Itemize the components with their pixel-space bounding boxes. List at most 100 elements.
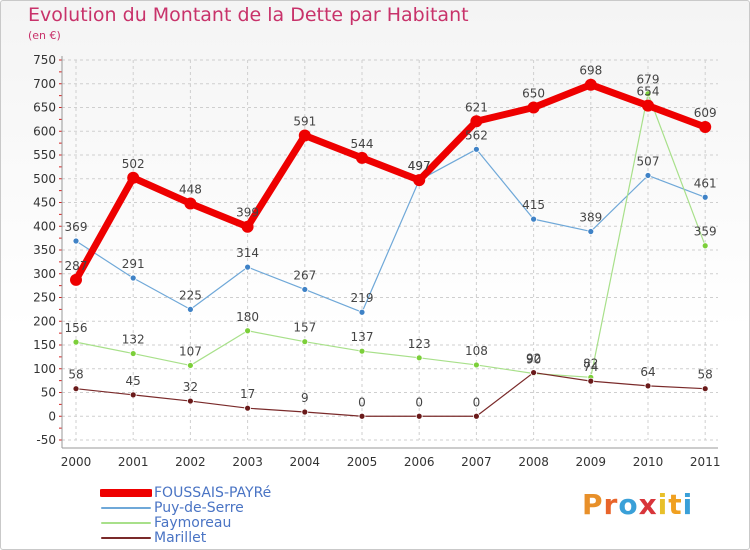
data-point <box>244 327 252 335</box>
data-point <box>527 101 540 114</box>
logo-letter: i <box>682 488 694 521</box>
data-label: 0 <box>358 395 366 409</box>
y-tick-label: 700 <box>33 77 56 91</box>
x-tick-label: 2007 <box>461 455 492 469</box>
data-label: 82 <box>583 356 598 370</box>
data-point <box>472 361 480 369</box>
data-point <box>186 362 194 369</box>
logo-letter: x <box>638 488 658 521</box>
y-tick-label: 300 <box>33 267 56 281</box>
data-point <box>415 412 423 420</box>
data-label: 654 <box>637 85 660 99</box>
unit-label: (en €) <box>28 29 61 42</box>
data-point <box>644 90 652 98</box>
data-label: 562 <box>465 128 488 142</box>
y-tick-label: 200 <box>33 314 56 328</box>
data-label: 132 <box>122 333 145 347</box>
x-tick-label: 2008 <box>518 455 549 469</box>
data-point <box>127 171 140 184</box>
data-label: 225 <box>179 288 202 302</box>
logo-letter: o <box>618 488 639 521</box>
data-label: 291 <box>122 257 145 271</box>
legend-label: Marillet <box>154 530 207 546</box>
x-tick-label: 2011 <box>690 455 721 469</box>
data-label: 389 <box>579 210 602 224</box>
data-label: 448 <box>179 182 202 196</box>
legend-swatch <box>101 537 151 539</box>
data-point <box>72 385 80 393</box>
data-label: 9 <box>301 391 309 405</box>
data-label: 497 <box>408 159 431 173</box>
series-line <box>72 81 709 284</box>
y-tick-label: 550 <box>33 148 56 162</box>
data-point <box>186 305 194 313</box>
data-label: 17 <box>240 387 255 401</box>
x-tick-label: 2005 <box>347 455 378 469</box>
data-point <box>301 286 309 293</box>
data-label: 0 <box>473 395 481 409</box>
data-point <box>415 354 423 362</box>
data-point <box>587 377 595 385</box>
logo-letter: i <box>657 488 669 521</box>
data-label: 64 <box>640 365 655 379</box>
data-label: 650 <box>522 87 545 101</box>
data-label: 107 <box>179 344 202 358</box>
data-label: 369 <box>65 220 88 234</box>
data-point <box>356 151 368 164</box>
logo-letter: P <box>582 488 604 521</box>
y-tick-label: 500 <box>33 172 56 186</box>
x-tick-label: 2003 <box>232 455 263 469</box>
data-label: 92 <box>526 352 541 366</box>
x-tick-label: 2000 <box>61 455 92 469</box>
data-point <box>413 174 426 187</box>
x-tick-label: 2010 <box>633 455 664 469</box>
data-label: 544 <box>351 137 374 151</box>
data-label: 157 <box>293 321 316 335</box>
data-label: 591 <box>293 115 316 129</box>
legend-label: Puy-de-Serre <box>154 500 244 516</box>
data-point <box>699 120 712 133</box>
data-label: 314 <box>236 246 259 260</box>
y-tick-label: 150 <box>33 338 56 352</box>
x-tick-label: 2004 <box>290 455 321 469</box>
data-label: 0 <box>415 395 423 409</box>
data-point <box>358 347 366 355</box>
x-tick-label: 2001 <box>118 455 149 469</box>
data-point <box>129 350 137 357</box>
data-label: 137 <box>351 330 374 344</box>
data-point <box>244 263 252 271</box>
data-label: 74 <box>583 360 598 374</box>
data-point <box>642 99 654 112</box>
data-point <box>298 129 311 142</box>
series-line <box>75 371 706 417</box>
proxiti-logo: Proxiti <box>582 488 693 521</box>
y-tick-label: 100 <box>33 362 56 376</box>
y-tick-label: 350 <box>33 243 56 257</box>
y-tick-label: 50 <box>41 386 56 400</box>
legend-swatch <box>101 522 151 524</box>
data-label: 287 <box>65 259 88 273</box>
data-label: 415 <box>522 198 545 212</box>
data-point <box>129 391 137 399</box>
legend-item: Faymoreau <box>100 515 360 531</box>
data-label: 461 <box>694 176 717 190</box>
chart-title: Evolution du Montant de la Dette par Hab… <box>28 4 469 26</box>
y-tick-label: -50 <box>36 433 56 447</box>
legend-item: Puy-de-Serre <box>100 500 360 516</box>
data-labels: 287 502 448 399 591 544 497 621 650 698 654 609 369 2… <box>65 64 717 410</box>
data-label: 58 <box>698 368 713 382</box>
data-label: 609 <box>694 106 717 120</box>
data-point <box>301 338 309 346</box>
y-tick-label: 450 <box>33 196 56 210</box>
data-point <box>184 197 197 210</box>
data-point <box>470 115 483 128</box>
data-label: 267 <box>293 268 316 282</box>
y-tick-label: 750 <box>33 53 56 67</box>
data-label: 58 <box>68 368 83 382</box>
data-label: 123 <box>408 337 431 351</box>
data-point <box>244 404 252 412</box>
data-label: 698 <box>579 64 602 78</box>
data-point <box>186 397 194 405</box>
data-point <box>72 338 80 346</box>
